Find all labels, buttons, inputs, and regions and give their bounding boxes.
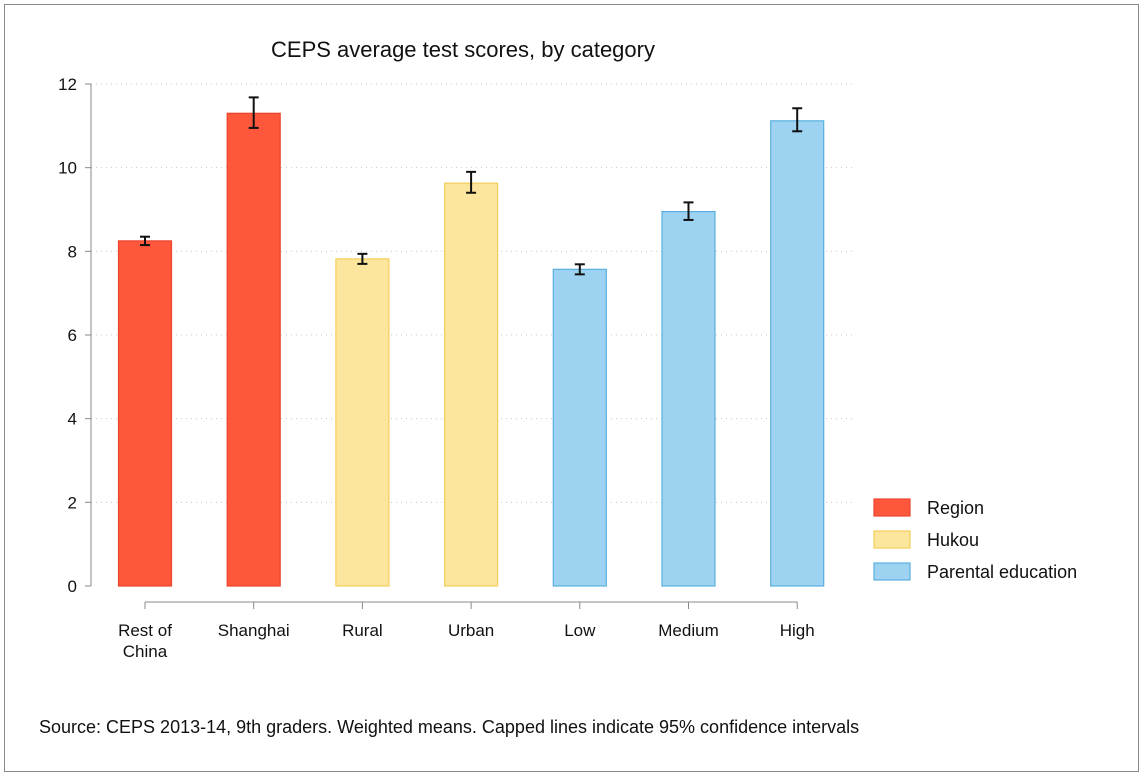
error-bar [574,263,585,276]
x-tick-label: Low [564,621,596,640]
y-tick-label: 6 [68,326,77,345]
y-axis: 0 2 4 6 8 10 12 [58,75,92,596]
error-bar [792,107,803,133]
legend-item: Hukou [873,530,979,550]
y-tick-label: 4 [68,410,77,429]
error-bar [683,201,694,221]
x-tick-label: Rural [342,621,383,640]
x-axis: Rest of China Shanghai Rural Urban Low Medium H… [118,601,815,661]
error-bar [140,235,150,247]
legend-label: Region [927,498,984,518]
legend-item: Region [873,498,984,518]
bar-chart: CEPS average test scores, by category 0 2… [39,37,1077,737]
error-bar [466,170,477,194]
error-bar [248,96,259,129]
x-tick-label: Shanghai [218,621,290,640]
error-bar [357,252,368,265]
bar [552,268,607,587]
y-tick-label: 12 [58,75,77,94]
chart-frame: CEPS average test scores, by category 0 2… [4,4,1139,772]
legend-swatch [873,498,911,517]
x-tick-label: Rest of China [118,621,172,661]
y-tick-label: 2 [68,493,77,512]
x-tick-label: Urban [448,621,494,640]
legend-label: Parental education [927,562,1077,582]
legend: Region Hukou Parental education [873,498,1077,582]
bar [335,258,390,587]
bar [661,210,716,587]
bars [117,112,825,587]
x-tick-label: Medium [658,621,718,640]
bar [117,240,173,587]
legend-swatch [873,562,911,581]
bar [226,112,281,587]
bar [444,182,499,587]
x-tick-label: High [780,621,815,640]
legend-label: Hukou [927,530,979,550]
bar [770,120,825,587]
chart-title: CEPS average test scores, by category [271,37,655,62]
legend-swatch [873,530,911,549]
error-bars [140,96,803,276]
y-tick-label: 0 [68,577,77,596]
y-tick-label: 8 [68,242,77,261]
source-note: Source: CEPS 2013-14, 9th graders. Weigh… [39,717,859,737]
legend-item: Parental education [873,562,1077,582]
y-tick-label: 10 [58,159,77,178]
